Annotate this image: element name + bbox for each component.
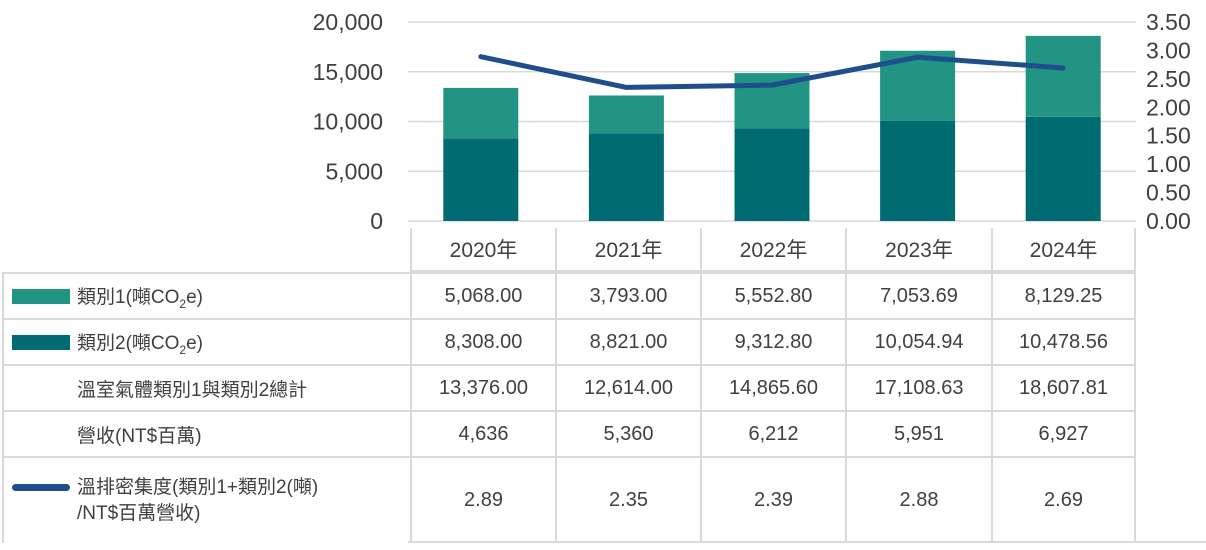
table-cell: 13,376.00	[410, 364, 555, 410]
table-cell: 2.88	[845, 456, 991, 543]
left-axis-tick-label: 20,000	[313, 9, 383, 35]
table-cell: 10,054.94	[845, 318, 991, 364]
table-cell: 4,636	[410, 410, 555, 456]
table-cell: 14,865.60	[700, 364, 845, 410]
intensity-line	[478, 54, 1066, 90]
row-label-revenue: 營收(NT$百萬)	[2, 410, 410, 456]
table-cell: 3,793.00	[555, 272, 700, 318]
table-cell: 7,053.69	[845, 272, 991, 318]
intensity-line-legend-swatch	[12, 483, 70, 491]
left-axis-tick-label: 15,000	[313, 59, 383, 85]
year-header-2021: 2021年	[555, 228, 700, 272]
bar-category1-2022年	[734, 73, 810, 129]
right-axis-tick-label: 0.50	[1146, 180, 1191, 206]
table-cell: 5,068.00	[410, 272, 555, 318]
table-cell: 18,607.81	[991, 364, 1136, 410]
year-header-2023: 2023年	[845, 228, 991, 272]
table-cell: 5,552.80	[700, 272, 845, 318]
year-header-2020: 2020年	[410, 228, 555, 272]
table-cell: 8,308.00	[410, 318, 555, 364]
table-cell: 12,614.00	[555, 364, 700, 410]
row-label-text: 溫排密集度(類別1+類別2(噸) /NT$百萬營收)	[77, 476, 319, 524]
right-axis-tick-label: 3.00	[1146, 37, 1191, 63]
row-label-text: 類別1(噸CO2e)	[77, 286, 203, 311]
table-cell: 8,821.00	[555, 318, 700, 364]
table-cell: 2.39	[700, 456, 845, 543]
left-axis-tick-label: 5,000	[325, 158, 383, 184]
table-cell: 6,212	[700, 410, 845, 456]
year-header-2024: 2024年	[991, 228, 1136, 272]
bar-category2-2021年	[588, 133, 664, 221]
row-label-total: 溫室氣體類別1與類別2總計	[2, 364, 410, 410]
right-axis-tick-label: 2.50	[1146, 66, 1191, 92]
bar-category2-2020年	[443, 138, 519, 221]
table-cell: 10,478.56	[991, 318, 1136, 364]
year-header-2022: 2022年	[700, 228, 845, 272]
table-cell: 5,951	[845, 410, 991, 456]
right-axis-tick-label: 0.00	[1146, 208, 1191, 234]
right-axis-tick-label: 3.50	[1146, 9, 1191, 35]
row-label-category2: 類別2(噸CO2e)	[2, 318, 410, 364]
right-axis-tick-label: 1.00	[1146, 151, 1191, 177]
row-label-text: 類別2(噸CO2e)	[77, 332, 203, 357]
bar-category2-2022年	[734, 128, 810, 221]
table-cell: 2.35	[555, 456, 700, 543]
table-cell: 5,360	[555, 410, 700, 456]
table-cell: 2.89	[410, 456, 555, 543]
category2-legend-swatch	[12, 334, 70, 350]
bar-category1-2024年	[1025, 35, 1101, 117]
right-axis-tick-label: 1.50	[1146, 123, 1191, 149]
ghg-data-table: 2020年 2021年 2022年 2023年 2024年 類別1(噸CO2e)…	[2, 228, 1136, 543]
table-cell: 2.69	[991, 456, 1136, 543]
row-label-category1: 類別1(噸CO2e)	[2, 272, 410, 318]
table-corner-cell	[2, 228, 410, 272]
bar-category2-2024年	[1025, 116, 1101, 221]
left-axis-tick-label: 10,000	[313, 109, 383, 135]
bar-category1-2021年	[588, 95, 664, 134]
table-cell: 6,927	[991, 410, 1136, 456]
table-cell: 9,312.80	[700, 318, 845, 364]
right-axis-tick-label: 2.00	[1146, 94, 1191, 120]
bar-category2-2023年	[880, 120, 956, 221]
table-cell: 17,108.63	[845, 364, 991, 410]
category1-legend-swatch	[12, 288, 70, 304]
row-label-intensity: 溫排密集度(類別1+類別2(噸) /NT$百萬營收)	[2, 456, 410, 543]
table-cell: 8,129.25	[991, 272, 1136, 318]
table-bottom-border	[408, 541, 1206, 543]
bar-category1-2020年	[443, 87, 519, 139]
bar-category1-2023年	[880, 50, 956, 121]
